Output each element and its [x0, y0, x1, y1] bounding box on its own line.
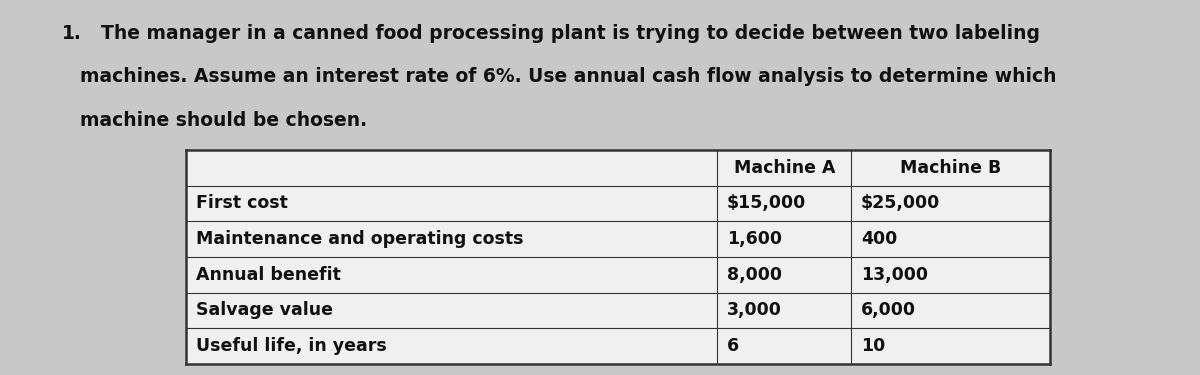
Text: Salvage value: Salvage value — [196, 302, 332, 319]
Text: $25,000: $25,000 — [860, 194, 940, 212]
Text: 1.: 1. — [62, 24, 83, 44]
Text: Useful life, in years: Useful life, in years — [196, 337, 386, 355]
Text: 6: 6 — [727, 337, 739, 355]
Text: $15,000: $15,000 — [727, 194, 806, 212]
Text: machine should be chosen.: machine should be chosen. — [80, 111, 367, 130]
Text: Annual benefit: Annual benefit — [196, 266, 341, 284]
Text: 13,000: 13,000 — [860, 266, 928, 284]
Bar — [186, 150, 1050, 364]
Text: 8,000: 8,000 — [727, 266, 782, 284]
Text: 10: 10 — [860, 337, 886, 355]
Text: machines. Assume an interest rate of 6%. Use annual cash flow analysis to determ: machines. Assume an interest rate of 6%.… — [80, 68, 1057, 87]
Text: 400: 400 — [860, 230, 898, 248]
Text: The manager in a canned food processing plant is trying to decide between two la: The manager in a canned food processing … — [101, 24, 1039, 44]
Text: First cost: First cost — [196, 194, 288, 212]
Text: Maintenance and operating costs: Maintenance and operating costs — [196, 230, 523, 248]
Text: Machine A: Machine A — [733, 159, 835, 177]
Text: Machine B: Machine B — [900, 159, 1001, 177]
Text: 3,000: 3,000 — [727, 302, 782, 319]
Text: 1,600: 1,600 — [727, 230, 782, 248]
Text: 6,000: 6,000 — [860, 302, 916, 319]
